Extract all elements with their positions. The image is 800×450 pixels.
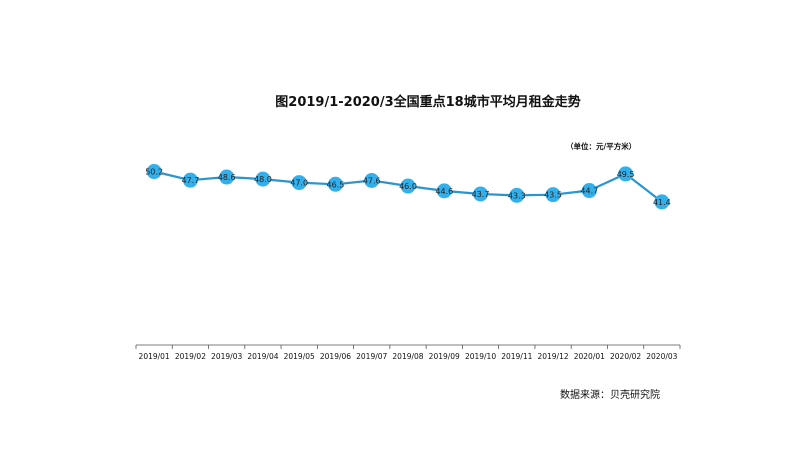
data-label: 41.4 xyxy=(653,198,671,207)
x-tick-label: 2020/02 xyxy=(610,352,641,361)
data-label: 43.5 xyxy=(544,191,562,200)
unit-label: （单位：元/平方米） xyxy=(566,141,636,151)
data-point xyxy=(581,183,597,199)
data-point xyxy=(219,169,235,185)
x-tick-label: 2019/02 xyxy=(175,352,206,361)
data-point xyxy=(509,187,525,203)
data-point xyxy=(400,178,416,194)
x-tick-label: 2019/03 xyxy=(211,352,242,361)
data-point xyxy=(436,183,452,199)
data-label: 43.3 xyxy=(508,191,526,200)
data-label: 44.6 xyxy=(435,187,453,196)
data-point xyxy=(182,172,198,188)
data-point xyxy=(618,166,634,182)
data-point xyxy=(255,171,271,187)
x-tick-label: 2020/03 xyxy=(646,352,677,361)
data-point xyxy=(473,186,489,202)
x-tick-label: 2019/11 xyxy=(501,352,532,361)
x-tick-label: 2019/12 xyxy=(537,352,568,361)
x-tick-label: 2019/09 xyxy=(429,352,460,361)
data-label: 44.7 xyxy=(580,187,598,196)
source-note: 数据来源：贝壳研究院 xyxy=(560,388,660,401)
data-label: 48.6 xyxy=(218,173,236,182)
x-tick-label: 2019/06 xyxy=(320,352,351,361)
data-label: 47.7 xyxy=(181,176,199,185)
data-point xyxy=(146,164,162,180)
chart-title: 图2019/1-2020/3全国重点18城市平均月租金走势 xyxy=(275,94,580,110)
data-label: 49.5 xyxy=(617,170,635,179)
data-point xyxy=(364,173,380,188)
x-tick-label: 2019/05 xyxy=(284,352,315,361)
x-tick-label: 2019/08 xyxy=(392,352,423,361)
data-point xyxy=(327,176,343,192)
data-label: 50.2 xyxy=(145,168,163,177)
data-point xyxy=(545,187,561,203)
data-label: 46.0 xyxy=(399,182,417,191)
data-label: 47.6 xyxy=(363,177,381,186)
data-label: 46.5 xyxy=(327,180,345,189)
data-point xyxy=(291,175,307,191)
plot-area: 2019/01 2019/02 2019/03 2019/04 2019/05 2019/… xyxy=(135,164,681,361)
x-tick-label: 2020/01 xyxy=(574,352,605,361)
data-point xyxy=(654,194,670,210)
data-label: 43.7 xyxy=(472,190,490,199)
data-label: 47.0 xyxy=(290,179,308,188)
x-tick-label: 2019/04 xyxy=(247,352,278,361)
x-tick-label: 2019/10 xyxy=(465,352,496,361)
x-tick-label: 2019/07 xyxy=(356,352,387,361)
data-label: 48.0 xyxy=(254,175,272,184)
x-tick-label: 2019/01 xyxy=(139,352,170,361)
